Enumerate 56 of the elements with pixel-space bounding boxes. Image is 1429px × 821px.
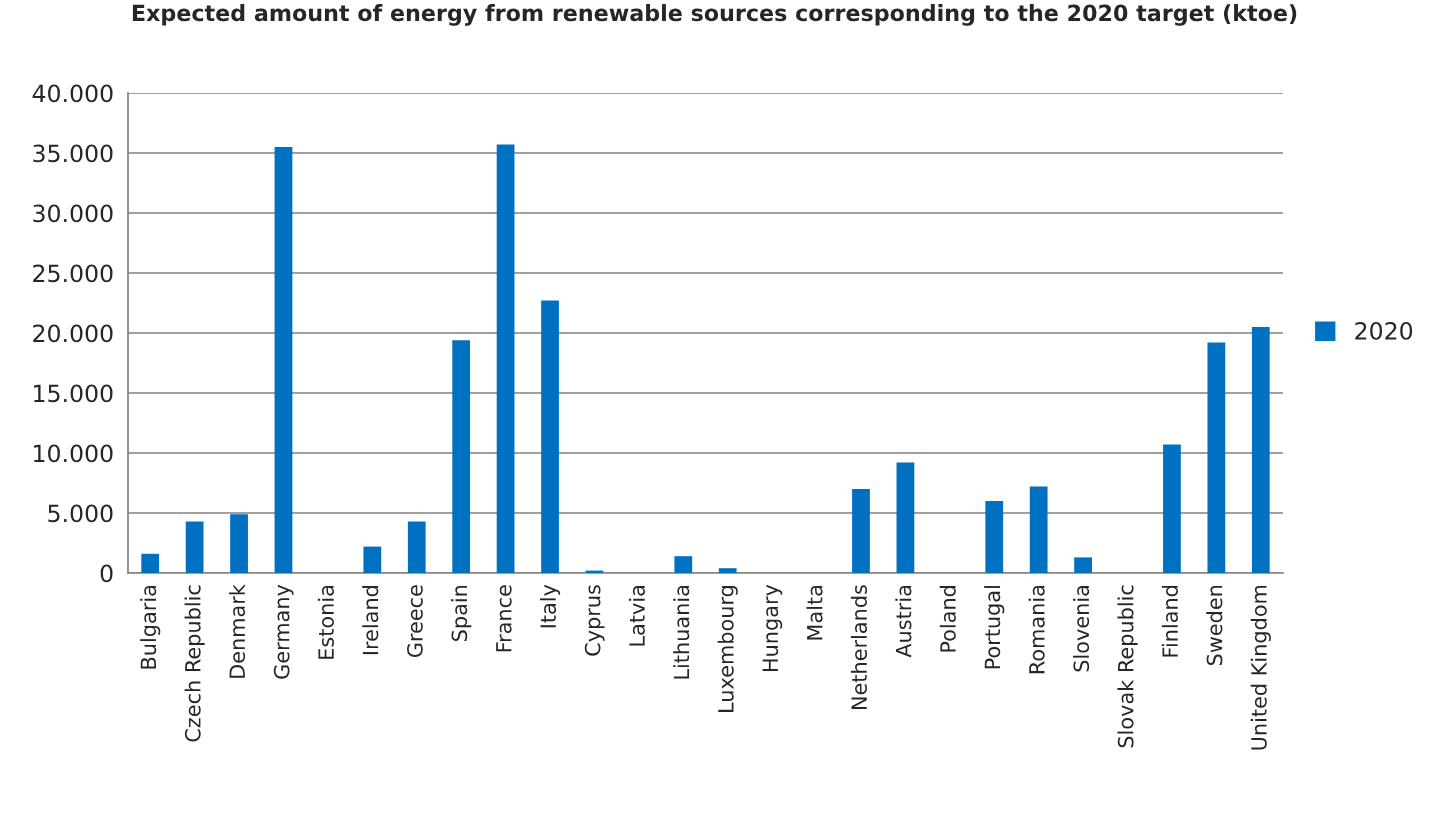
bar [852, 489, 870, 573]
x-tick-label: Austria [895, 586, 912, 658]
y-tick-label: 15.000 [34, 384, 113, 403]
y-tick-label: 25.000 [33, 264, 113, 283]
x-tick-label: Ireland [362, 586, 379, 655]
bar [363, 546, 382, 573]
x-tick-label: Bulgaria [140, 586, 161, 669]
bar [1251, 327, 1270, 573]
x-tick-label: Latvia [628, 586, 645, 646]
y-tick-label: 35.000 [33, 144, 113, 163]
x-tick-label: Germany [273, 584, 294, 679]
x-tick-label: United Kingdom [1250, 585, 1271, 750]
bar [141, 553, 160, 573]
y-tick-label: 20.000 [33, 324, 113, 343]
x-tick-label: Slovak Republic [1117, 585, 1138, 748]
bar [1074, 557, 1092, 573]
x-tick-label: Lithuania [673, 586, 690, 679]
x-tick-label: Hungary [762, 584, 783, 672]
bar [407, 521, 426, 573]
legend-label: 2020 [1355, 321, 1413, 340]
chart-title: Expected amount of energy from renewable sources corresponding to the 2020 target (ktoe) [132, 4, 1297, 26]
x-tick-label: Slovenia [1073, 586, 1090, 672]
x-tick-label: Czech Republic [184, 585, 205, 742]
y-tick-label: 40.000 [32, 84, 113, 103]
x-tick-label: Italy [539, 584, 561, 628]
y-tick-label: 10.000 [34, 444, 113, 463]
x-tick-label: Romania [1028, 586, 1045, 674]
bar [230, 514, 248, 573]
bar [1029, 486, 1048, 573]
x-tick-label: Netherlands [850, 585, 868, 710]
bar [985, 501, 1004, 573]
bar [1207, 342, 1226, 573]
y-tick-label: 0 [100, 564, 113, 583]
x-tick-label: Portugal [984, 586, 1005, 669]
bar [452, 340, 471, 573]
bar [1163, 444, 1181, 573]
x-tick-label: Luxembourg [717, 586, 738, 712]
x-tick-label: Finland [1161, 586, 1178, 657]
x-tick-label: Poland [939, 586, 956, 652]
x-tick-label: Malta [806, 586, 823, 640]
bar [896, 462, 915, 573]
y-tick-label: 5.000 [48, 504, 113, 523]
y-tick-label: 30.000 [33, 204, 113, 223]
x-tick-label: Greece [407, 585, 423, 658]
x-tick-label: Denmark [228, 584, 246, 678]
x-tick-label: Cyprus [584, 585, 605, 656]
bar [674, 556, 693, 573]
x-tick-label: Spain [451, 585, 472, 641]
x-tick-label: Estonia [317, 586, 334, 659]
bar [718, 568, 737, 573]
x-tick-label: France [496, 585, 512, 652]
x-tick-label: Sweden [1206, 585, 1223, 666]
bar [541, 300, 559, 573]
bar [496, 144, 515, 573]
bar [185, 521, 204, 573]
bar [274, 147, 293, 573]
